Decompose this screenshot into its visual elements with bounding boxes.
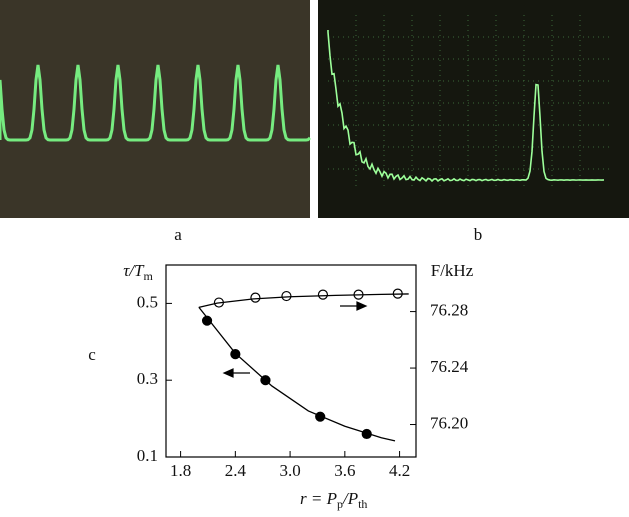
panel-label: b <box>474 225 483 244</box>
fit-curve <box>198 306 396 442</box>
y-label-sub: m <box>143 269 153 283</box>
arrows <box>222 301 368 378</box>
y2-tick-label: 76.28 <box>430 300 468 319</box>
x-label-sub: th <box>358 497 367 511</box>
spectrum <box>327 15 610 190</box>
x-label-part: r = P <box>300 489 337 508</box>
y2-axis-label: F/kHz <box>431 261 474 280</box>
data-point <box>201 315 213 326</box>
y-label-main: τ/T <box>123 261 145 280</box>
y-tick-label: 0.3 <box>137 369 158 388</box>
panel-label: c <box>88 345 96 364</box>
x-tick-label: 3.0 <box>279 461 300 480</box>
y2-tick-label: 76.24 <box>430 357 469 376</box>
trace <box>0 64 312 142</box>
data-point <box>281 290 292 302</box>
x-label-part: /P <box>342 489 358 508</box>
data-point <box>250 292 261 303</box>
x-label-sub: p <box>337 497 343 511</box>
x-tick-label: 1.8 <box>170 461 191 480</box>
spectrum-trace <box>327 30 605 183</box>
fit-curve <box>198 293 409 308</box>
oscillogram <box>0 64 312 142</box>
x-tick-label: 3.6 <box>334 461 355 480</box>
y2-tick-label: 76.20 <box>430 413 468 432</box>
x-tick-label: 2.4 <box>225 461 247 480</box>
panel-label: a <box>174 225 182 244</box>
data-point <box>317 289 329 300</box>
x-tick-label: 4.2 <box>389 461 410 480</box>
y-tick-label: 0.5 <box>137 292 158 311</box>
y-tick-label: 0.1 <box>137 446 158 465</box>
y-axis-label: τ/Tm <box>123 261 153 283</box>
plot-frame <box>165 264 417 458</box>
photo-b <box>318 0 629 218</box>
x-axis-label: r = Pp/Pth <box>300 489 367 511</box>
